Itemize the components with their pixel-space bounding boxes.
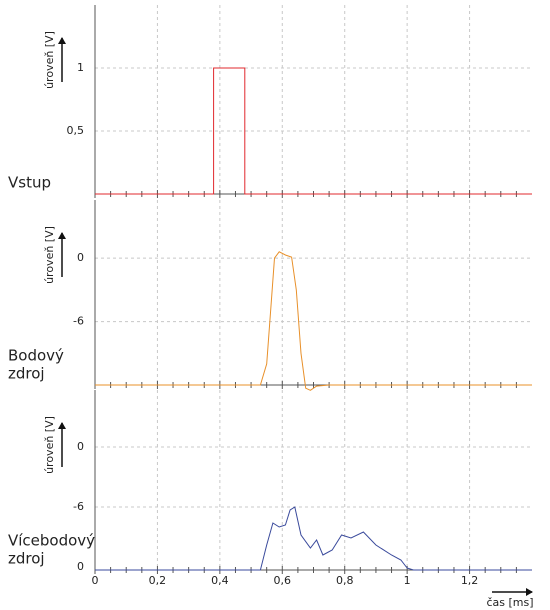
x-tick-label: 0,2 [149, 574, 167, 587]
y-baseline-label: 0 [77, 560, 84, 573]
x-tick-label: 1,2 [461, 574, 479, 587]
panel-label: Bodový [8, 347, 64, 365]
y-tick-label: 0 [77, 251, 84, 264]
y-tick-label: 0,5 [67, 124, 85, 137]
y-tick-label: -6 [73, 500, 84, 513]
panel-label: zdroj [8, 365, 45, 383]
y-axis-title: úroveň [V] [43, 226, 56, 284]
x-tick-label: 1 [404, 574, 411, 587]
y-tick-label: 1 [77, 61, 84, 74]
x-tick-label: 0 [92, 574, 99, 587]
x-tick-label: 0,4 [211, 574, 229, 587]
y-tick-label: -6 [73, 315, 84, 328]
panel-label: Vícebodový [8, 532, 95, 550]
panel-label: Vstup [8, 174, 51, 192]
line-series [95, 506, 532, 571]
line-series [95, 67, 532, 195]
x-tick-label: 0,6 [274, 574, 292, 587]
x-tick-label: 0,8 [336, 574, 354, 587]
line-series [95, 251, 532, 391]
x-axis-title: čas [ms] [486, 596, 533, 609]
y-axis-title: úroveň [V] [43, 31, 56, 89]
panel-label: zdroj [8, 550, 45, 568]
y-tick-label: 0 [77, 440, 84, 453]
y-axis-title: úroveň [V] [43, 416, 56, 474]
